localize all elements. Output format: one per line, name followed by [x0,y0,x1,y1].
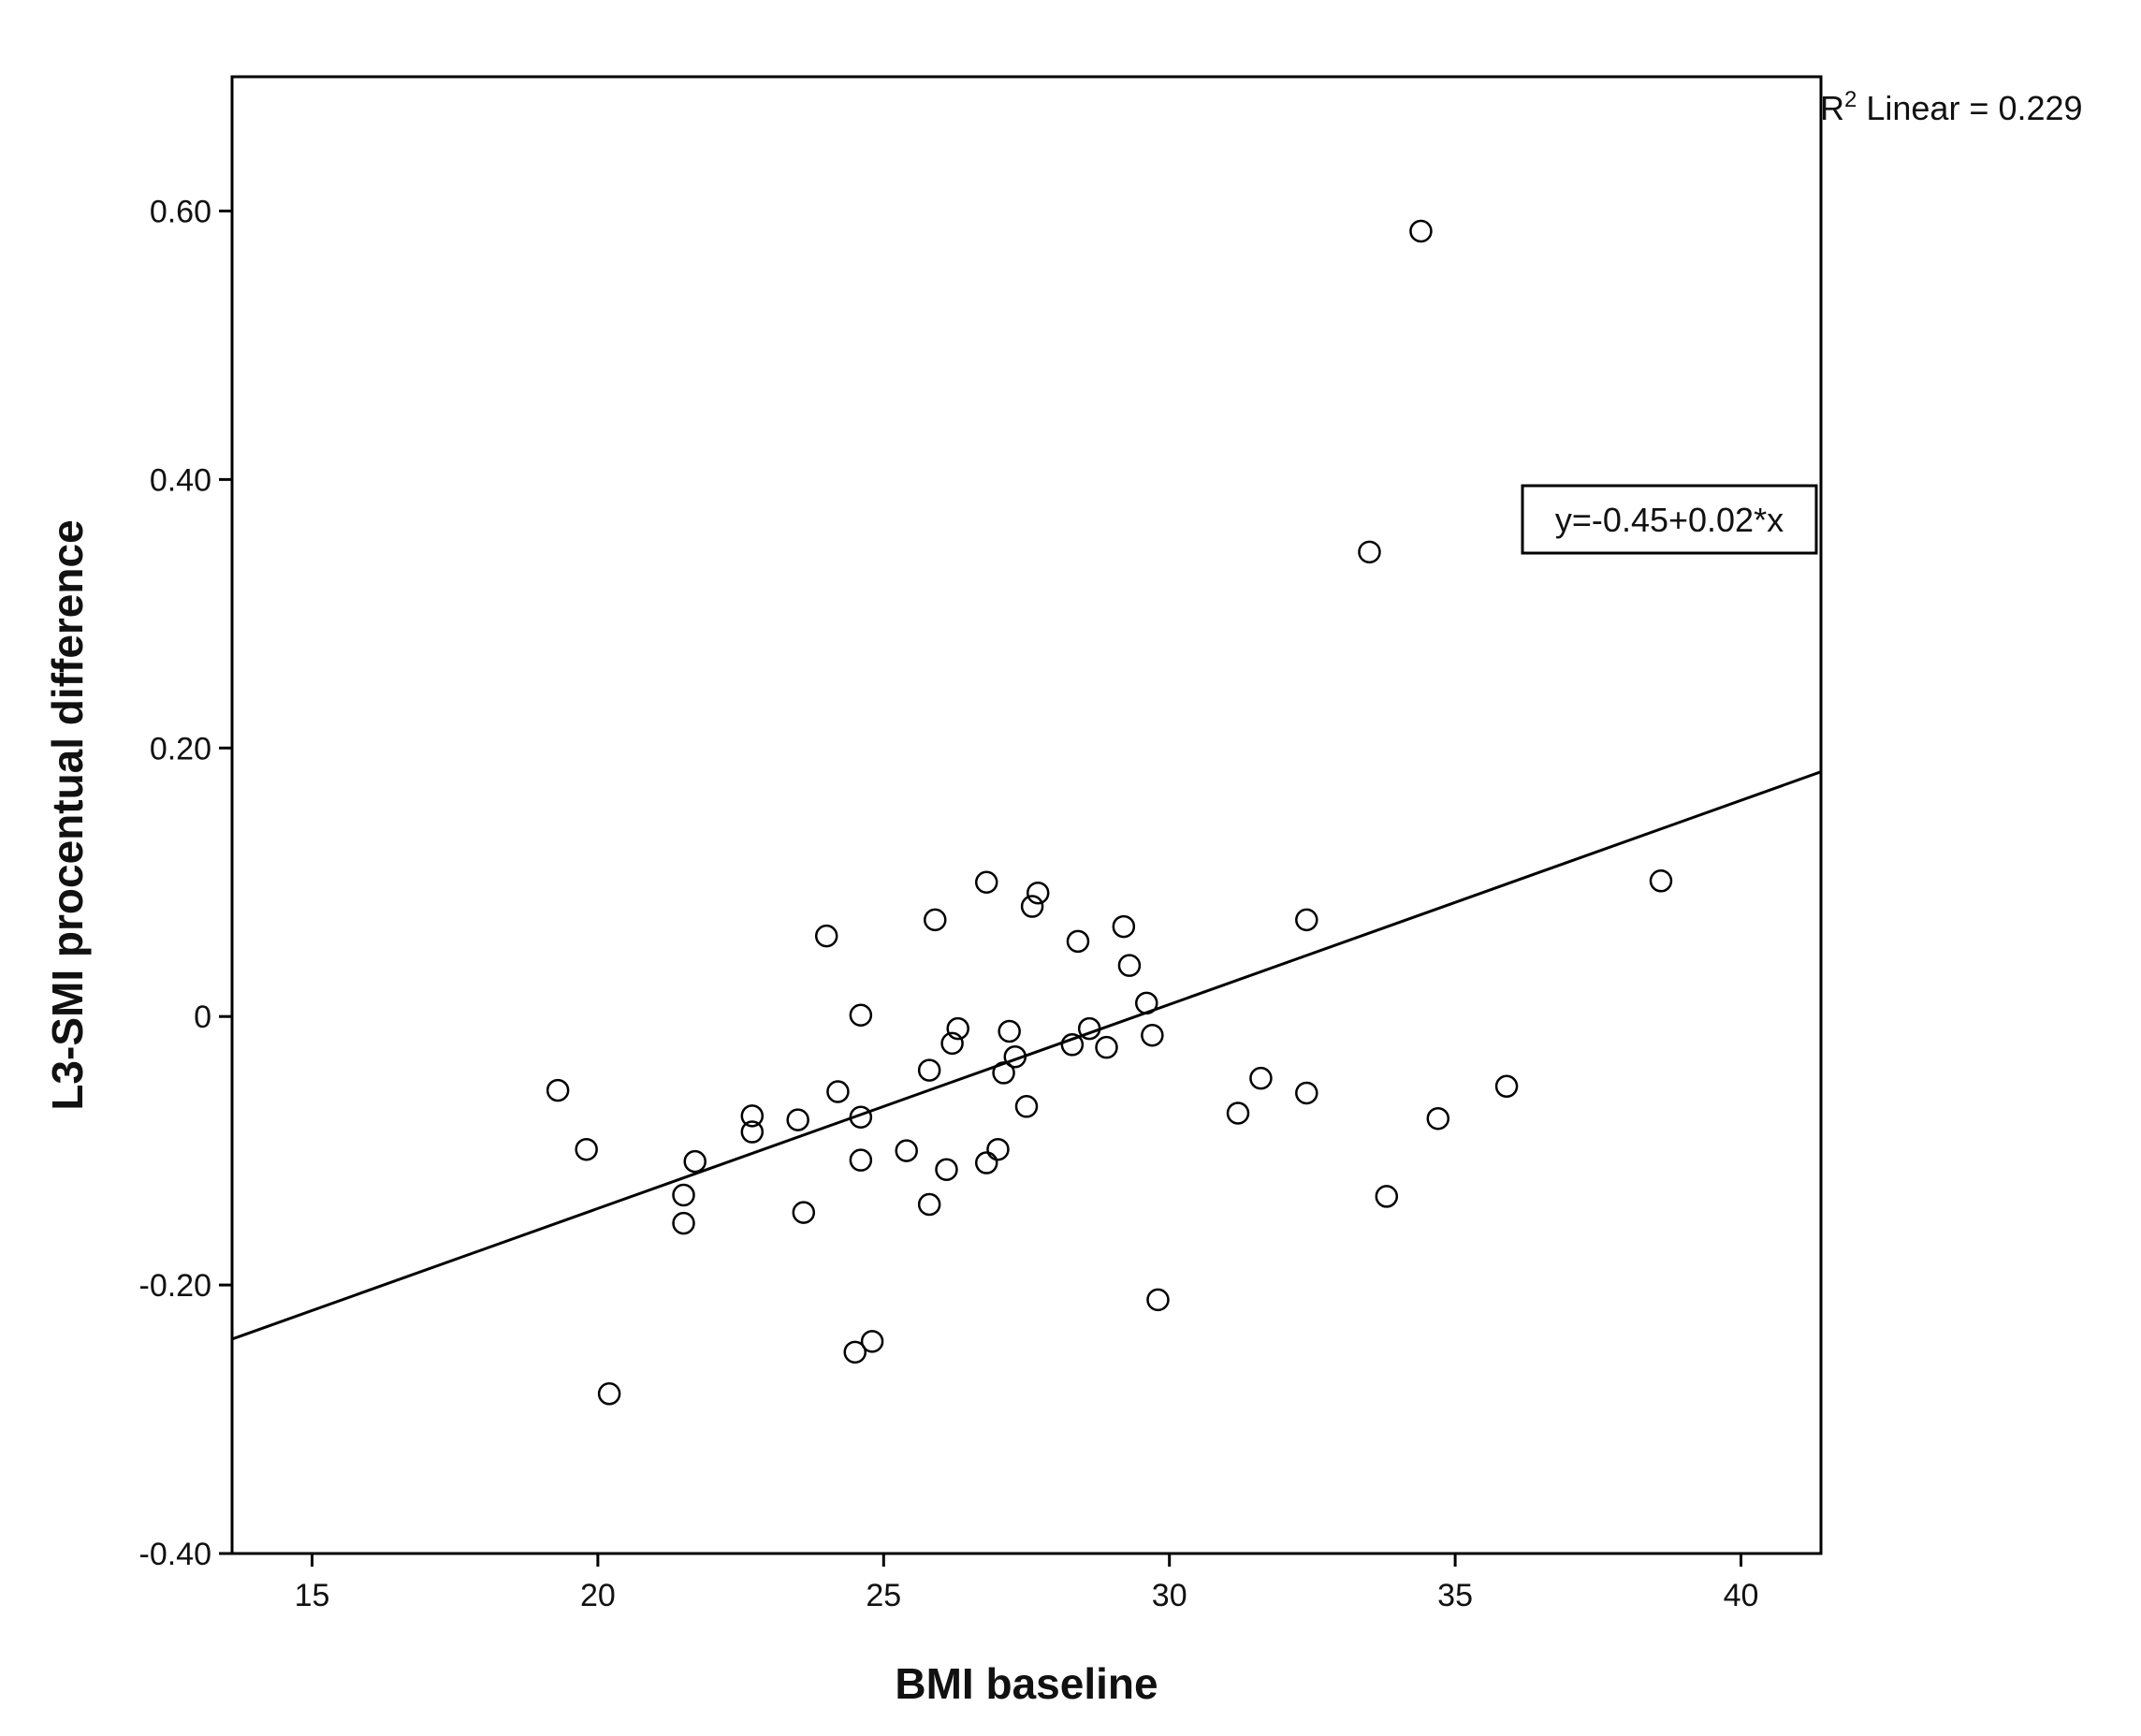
data-point [1226,1101,1250,1125]
data-point [974,870,998,894]
data-point [1146,1288,1170,1312]
x-axis-title: BMI baseline [895,1659,1158,1708]
data-point [849,1105,873,1130]
y-axis: -0.40 -0.20 0 0.20 0.40 0.60 [139,194,232,1572]
data-point [1649,869,1673,893]
data-point [946,1016,969,1041]
data-point [546,1078,570,1102]
data-point [1409,219,1433,243]
x-tick-label: 25 [866,1578,901,1613]
data-point [1112,914,1136,939]
data-point [940,1031,964,1056]
y-tick-label: -0.40 [139,1537,212,1572]
y-tick-label: 0.60 [150,194,211,229]
data-point [740,1104,765,1128]
data-point [1117,954,1142,977]
data-point [974,1151,998,1174]
data-point [683,1149,706,1174]
fit-equation-label: y=-0.45+0.02*x [1555,501,1784,539]
y-tick-label: 0 [194,999,211,1035]
y-tick-label: 0.40 [150,462,211,498]
data-point [1375,1185,1399,1208]
data-point [1494,1074,1519,1099]
data-point [860,1330,884,1353]
data-point [895,1139,918,1162]
data-point [1066,929,1090,954]
data-point [814,924,838,948]
r-squared-letter: R [1820,89,1844,127]
data-point [740,1120,765,1144]
regression-line [231,770,1822,1341]
data-point [575,1137,598,1161]
x-tick-label: 30 [1152,1578,1187,1613]
data-point [1249,1066,1273,1090]
data-point [935,1158,958,1181]
data-point [1077,1016,1101,1041]
data-point [849,1148,873,1172]
data-points [546,219,1673,1406]
data-point [597,1382,621,1406]
data-point [917,1058,941,1082]
x-tick-label: 40 [1724,1578,1759,1613]
r-squared-superscript: 2 [1844,87,1857,112]
data-point [1141,1024,1164,1047]
x-tick-label: 20 [580,1578,616,1613]
data-point [1003,1044,1027,1069]
r-squared-value: Linear = 0.229 [1857,89,2082,127]
y-tick-label: -0.20 [139,1268,212,1304]
x-axis: 15 20 25 30 35 40 [295,1554,1759,1613]
y-tick-label: 0.20 [150,731,211,766]
data-point [792,1201,816,1224]
data-point [826,1080,850,1103]
data-point [786,1108,809,1131]
data-point [843,1340,867,1364]
data-point [1295,1081,1318,1105]
data-point [924,908,947,932]
x-tick-label: 35 [1437,1578,1473,1613]
x-tick-label: 15 [295,1578,330,1613]
data-point [1060,1033,1085,1057]
fit-equation-box [1521,484,1818,555]
data-point [1026,881,1050,905]
r-squared-label: R2 Linear = 0.229 [1820,87,2083,127]
data-point [1020,895,1044,918]
y-axis-title: L3-SMI procentual difference [43,519,92,1110]
data-point [672,1183,695,1207]
data-point [992,1061,1015,1085]
data-point [1358,540,1381,564]
fit-line-layer [231,770,1822,1341]
data-point [1135,991,1158,1015]
data-point [672,1211,695,1235]
data-point [1014,1095,1039,1118]
data-point [849,1003,873,1027]
data-point [986,1137,1010,1161]
data-point [1295,908,1318,932]
plot-frame [230,75,1823,1555]
data-point [1426,1106,1450,1131]
data-point [917,1192,941,1217]
data-point [998,1019,1021,1043]
data-point [1095,1035,1118,1059]
